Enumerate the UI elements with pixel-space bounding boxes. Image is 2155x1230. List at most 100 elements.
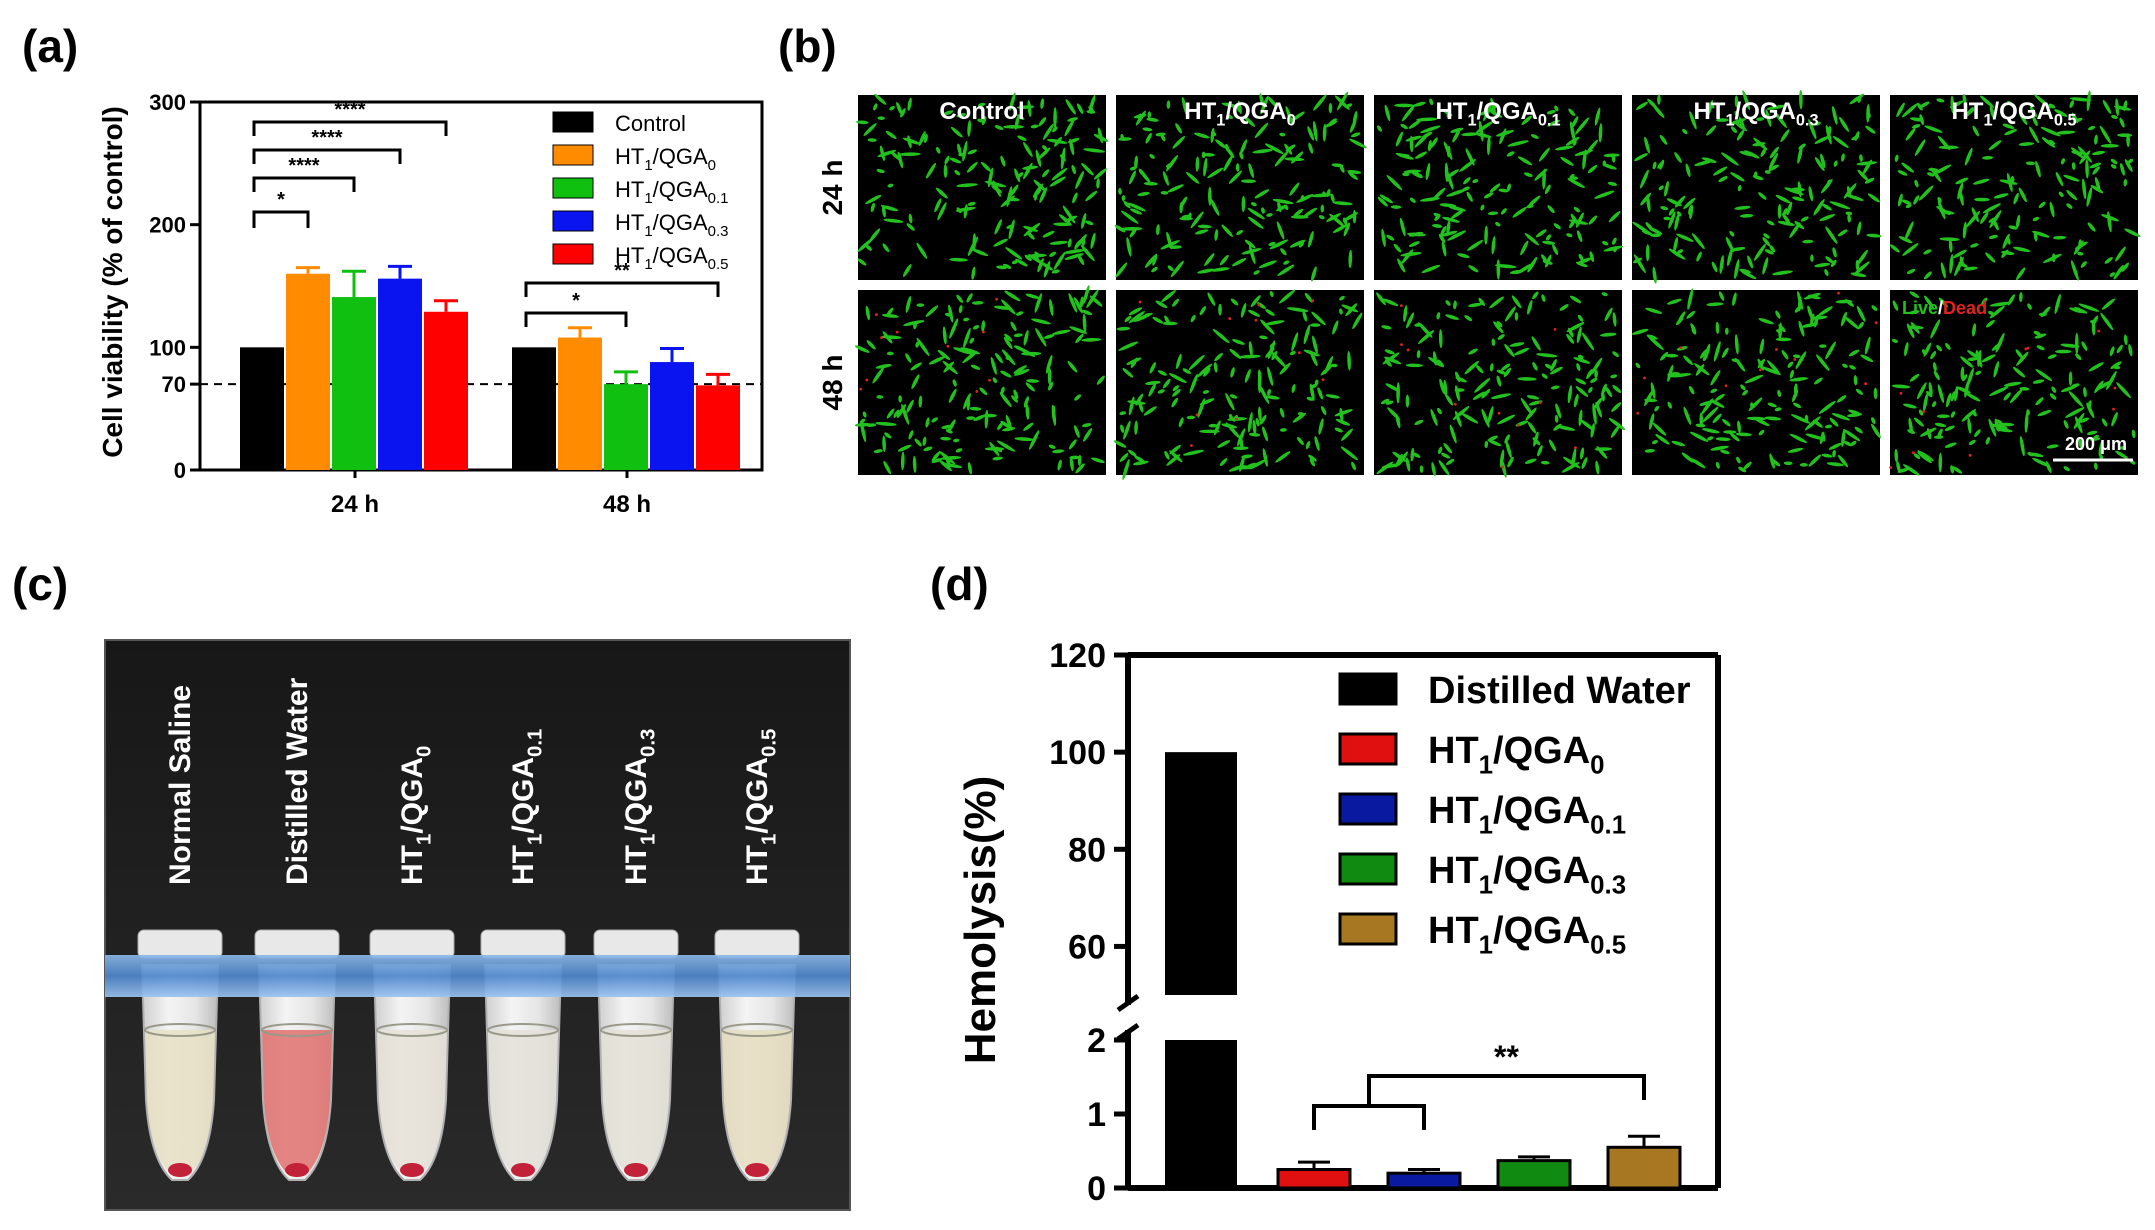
live-cell bbox=[2107, 211, 2112, 233]
live-cell bbox=[1505, 440, 1512, 459]
live-cell bbox=[1119, 411, 1127, 416]
live-cell bbox=[1892, 300, 1899, 311]
live-cell bbox=[2048, 103, 2056, 109]
live-cell bbox=[1933, 370, 1940, 381]
live-cell bbox=[1683, 197, 1696, 210]
live-cell bbox=[883, 218, 904, 223]
live-cell bbox=[990, 356, 997, 375]
live-cell bbox=[1924, 125, 1943, 133]
live-cell bbox=[1611, 237, 1617, 245]
live-cell bbox=[1195, 156, 1200, 172]
live-cell bbox=[940, 436, 951, 441]
text-part: 0.5 bbox=[1590, 932, 1626, 960]
live-cell bbox=[966, 293, 973, 303]
live-cell bbox=[1556, 425, 1576, 431]
live-cell bbox=[1710, 388, 1718, 394]
live-cell bbox=[1279, 132, 1286, 137]
live-cell bbox=[1743, 461, 1752, 470]
live-cell bbox=[1352, 111, 1358, 127]
live-cell bbox=[1565, 136, 1580, 146]
live-cells bbox=[1632, 89, 1882, 284]
live-cell bbox=[922, 436, 927, 446]
live-cell bbox=[1781, 350, 1789, 360]
live-cell bbox=[1440, 226, 1447, 236]
live-cell bbox=[1797, 296, 1802, 312]
live-cell bbox=[1611, 402, 1622, 412]
live-cell bbox=[1509, 342, 1525, 347]
live-cell bbox=[1049, 176, 1066, 187]
live-cell bbox=[1507, 456, 1514, 468]
legend-swatch bbox=[552, 111, 594, 133]
live-cell bbox=[1120, 226, 1143, 231]
live-cell bbox=[949, 318, 959, 339]
live-cell bbox=[1640, 192, 1652, 206]
live-cell bbox=[1324, 120, 1338, 128]
live-cell bbox=[1849, 93, 1865, 105]
live-cell bbox=[1128, 449, 1137, 457]
live-cells bbox=[1376, 291, 1626, 478]
live-cell bbox=[1695, 423, 1706, 428]
live-cell bbox=[1455, 376, 1467, 383]
live-cell bbox=[1006, 224, 1015, 229]
live-cell bbox=[1297, 412, 1305, 416]
legend-label: HT1/QGA0.1 bbox=[615, 177, 728, 207]
live-cell bbox=[1437, 446, 1443, 455]
live-cell bbox=[1955, 177, 1969, 185]
live-cell bbox=[1134, 155, 1138, 170]
y-tick-label: 80 bbox=[1068, 831, 1106, 869]
live-cell bbox=[1914, 139, 1926, 157]
column-label: HT1/QGA0.1 bbox=[1435, 98, 1560, 130]
live-cell bbox=[1009, 92, 1016, 111]
live-cell bbox=[1808, 186, 1814, 202]
live-cell bbox=[1730, 126, 1738, 133]
live-cell bbox=[1172, 388, 1181, 397]
live-cell bbox=[1694, 363, 1710, 376]
live-cell bbox=[1814, 377, 1823, 385]
live-cell bbox=[1464, 360, 1479, 375]
live-cell bbox=[934, 198, 942, 213]
live-cell bbox=[1052, 449, 1065, 454]
live-cell bbox=[1081, 309, 1093, 316]
live-cell bbox=[2086, 402, 2095, 419]
live-cell bbox=[1025, 382, 1035, 392]
live-cell bbox=[1010, 321, 1017, 332]
live-cells bbox=[854, 285, 1105, 475]
live-cell bbox=[1118, 341, 1139, 351]
bar bbox=[696, 385, 740, 470]
live-cell bbox=[994, 219, 1003, 235]
live-cell bbox=[1397, 451, 1408, 466]
live-cell bbox=[1572, 139, 1577, 146]
live-cell bbox=[1447, 230, 1467, 241]
rbc-pellet bbox=[745, 1163, 769, 1177]
live-cell bbox=[1683, 406, 1692, 425]
dead-cell bbox=[1399, 304, 1403, 308]
live-cell bbox=[1577, 314, 1584, 322]
live-cell bbox=[1119, 453, 1129, 462]
live-cell bbox=[1466, 191, 1473, 202]
live-cell bbox=[1217, 440, 1231, 448]
live-cell bbox=[1738, 116, 1745, 130]
live-cell bbox=[1906, 323, 1915, 339]
live-cell bbox=[1913, 195, 1920, 205]
live-cell bbox=[1269, 290, 1274, 298]
live-cell bbox=[1739, 151, 1755, 157]
live-cell bbox=[1729, 230, 1735, 237]
text-part: 0 bbox=[708, 157, 716, 174]
live-cell bbox=[1577, 257, 1592, 264]
y-axis-label: Hemolysis(%) bbox=[956, 776, 1005, 1065]
live-cell bbox=[1262, 426, 1268, 442]
live-cell bbox=[967, 236, 979, 256]
live-cell bbox=[1930, 351, 1937, 360]
live-cell bbox=[962, 140, 968, 162]
cell-viability-chart: Cell viability (% of control) 0701002003… bbox=[97, 90, 764, 518]
live-cell bbox=[1670, 373, 1692, 378]
live-cell bbox=[1554, 145, 1574, 151]
live-cell bbox=[1303, 324, 1311, 345]
live-cell bbox=[1746, 416, 1767, 421]
live-cell bbox=[1758, 429, 1765, 436]
live-cell bbox=[1950, 411, 1956, 418]
legend-swatch bbox=[1338, 792, 1398, 826]
live-cell bbox=[886, 408, 895, 419]
live-cell bbox=[1866, 233, 1882, 238]
